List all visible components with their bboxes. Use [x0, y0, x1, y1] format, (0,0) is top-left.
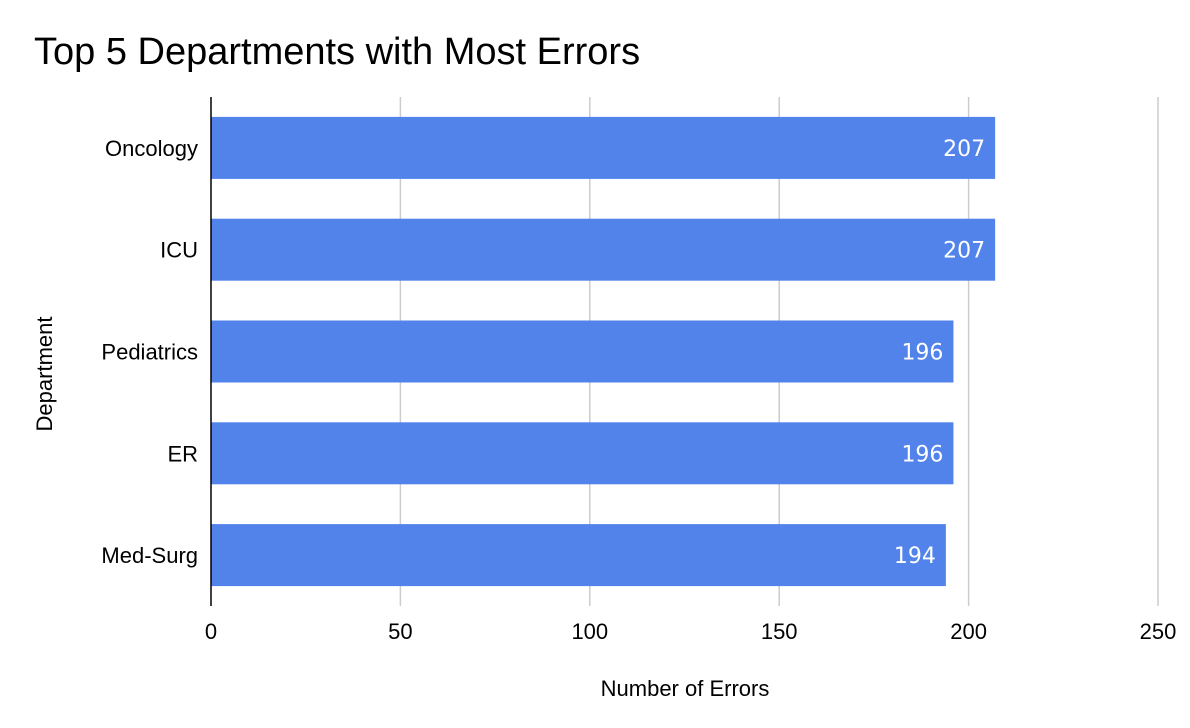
- x-tick-label: 0: [205, 619, 217, 644]
- y-tick-labels: Oncology ICU Pediatrics ER Med-Surg: [101, 136, 198, 568]
- chart-title: Top 5 Departments with Most Errors: [34, 31, 640, 73]
- data-label: 207: [943, 239, 985, 264]
- x-axis-title: Number of Errors: [601, 676, 770, 701]
- y-tick-label: ER: [167, 441, 198, 466]
- x-tick-labels: 0 50 100 150 200 250: [205, 619, 1176, 644]
- data-label: 194: [894, 544, 936, 569]
- bar-pediatrics: [211, 320, 954, 383]
- data-label: 196: [901, 341, 943, 366]
- x-tick-label: 50: [388, 619, 412, 644]
- data-labels: 207 207 196 196 194: [894, 137, 985, 569]
- y-tick-label: Med-Surg: [101, 543, 198, 568]
- y-tick-label: Pediatrics: [101, 340, 198, 365]
- x-tick-label: 200: [950, 619, 987, 644]
- bar-oncology: [211, 116, 996, 179]
- y-tick-label: ICU: [160, 238, 198, 263]
- bar-med-surg: [211, 524, 946, 587]
- y-axis-title: Department: [32, 317, 57, 432]
- y-tick-label: Oncology: [105, 136, 198, 161]
- data-label: 196: [901, 442, 943, 467]
- x-tick-label: 150: [761, 619, 798, 644]
- bar-er: [211, 422, 954, 485]
- x-tick-label: 250: [1140, 619, 1177, 644]
- bar-icu: [211, 218, 996, 281]
- data-label: 207: [943, 137, 985, 162]
- bars: [211, 116, 996, 587]
- x-tick-label: 100: [571, 619, 608, 644]
